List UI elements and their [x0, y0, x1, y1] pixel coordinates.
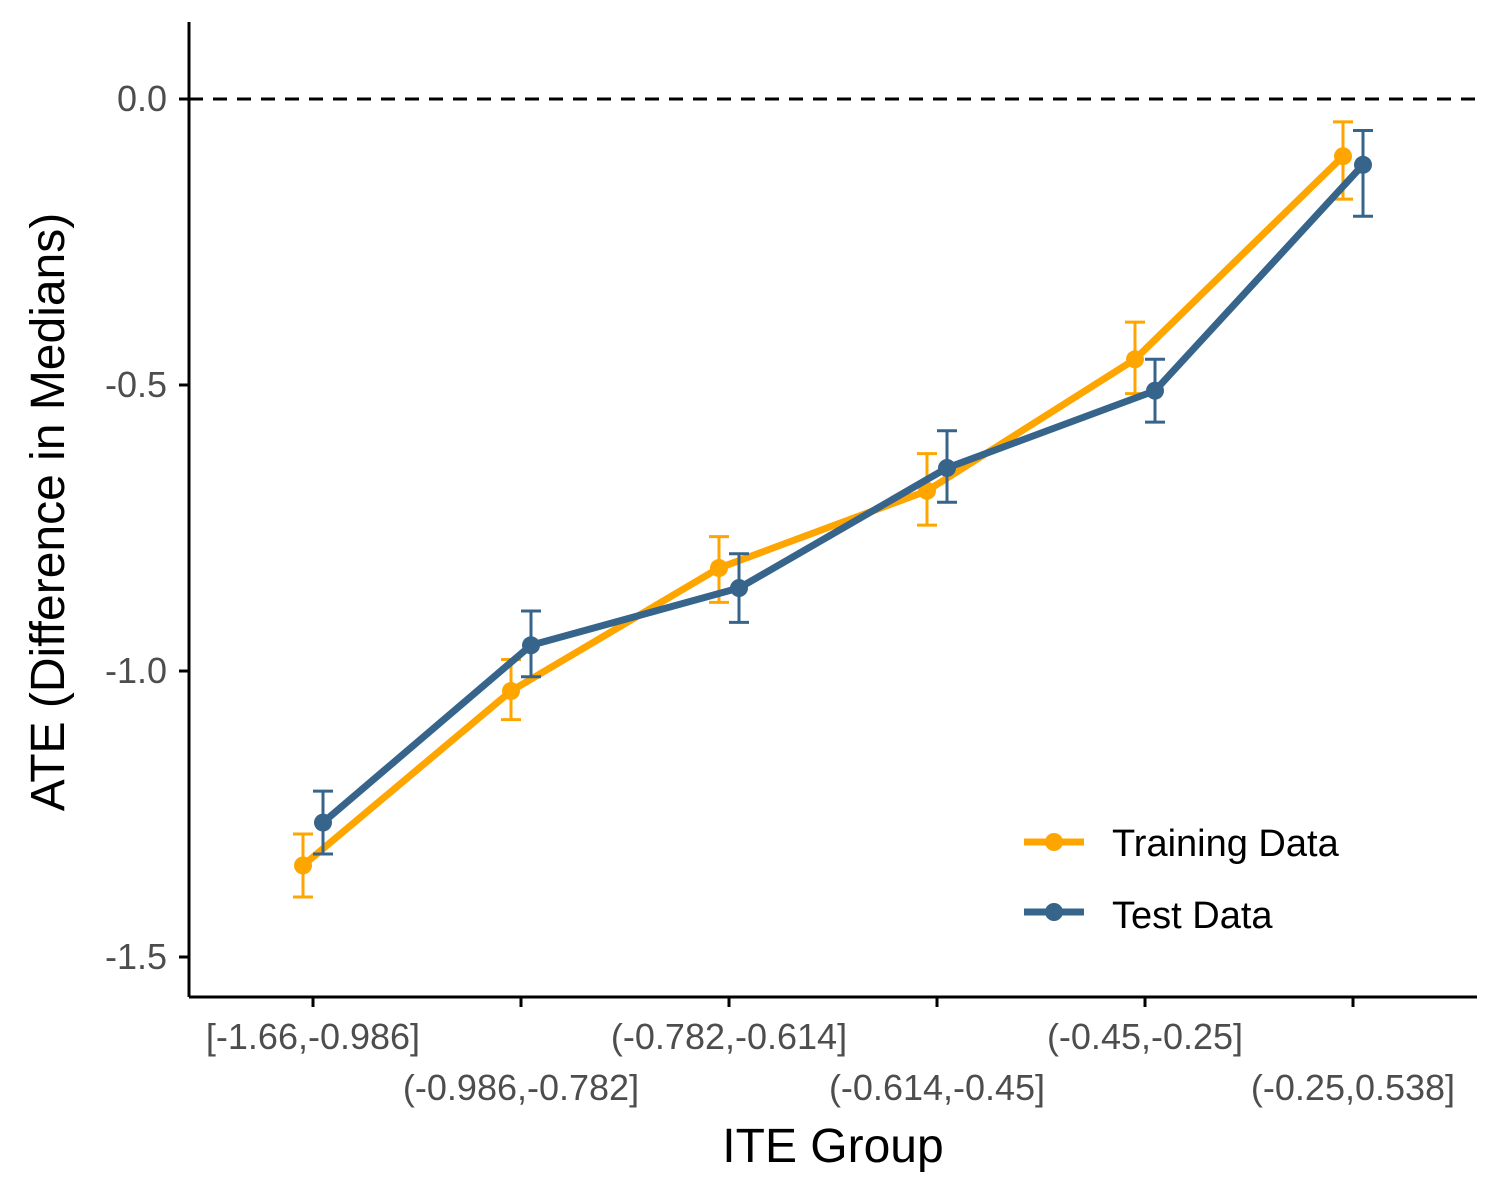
data-point: [710, 559, 728, 578]
series-line: [300, 153, 1346, 869]
y-tick-label: 0.0: [117, 78, 167, 119]
y-axis-title: ATE (Difference in Medians): [22, 213, 75, 811]
series-training: [293, 120, 1353, 899]
series-line: [320, 162, 1366, 826]
x-tick-label: (-0.45,-0.25]: [1047, 1016, 1243, 1057]
legend-label-training: Training Data: [1112, 823, 1340, 865]
x-tick-label: (-0.25,0.538]: [1251, 1067, 1455, 1108]
data-point: [730, 579, 748, 598]
data-point: [918, 481, 936, 500]
series-test: [313, 128, 1373, 856]
legend-label-test: Test Data: [1112, 895, 1273, 937]
x-tick-label: [-1.66,-0.986]: [206, 1016, 420, 1057]
data-point: [294, 856, 312, 875]
data-point: [1146, 381, 1164, 400]
x-axis-title: ITE Group: [722, 1120, 943, 1173]
legend-marker-training: [1045, 833, 1063, 851]
data-point: [1354, 155, 1372, 174]
data-point: [1126, 350, 1144, 369]
data-point: [1334, 147, 1352, 166]
data-point: [522, 636, 540, 655]
data-point: [938, 458, 956, 477]
data-point: [314, 813, 332, 832]
y-tick-label: -1.0: [105, 650, 167, 691]
x-tick-label: (-0.986,-0.782]: [403, 1067, 639, 1108]
legend: Training Data Test Data: [1024, 823, 1340, 937]
legend-marker-test: [1045, 903, 1063, 921]
y-tick-label: -0.5: [105, 364, 167, 405]
data-point: [502, 682, 520, 701]
x-tick-label: (-0.782,-0.614]: [611, 1016, 847, 1057]
y-tick-label: -1.5: [105, 936, 167, 977]
x-tick-label: (-0.614,-0.45]: [829, 1067, 1045, 1108]
